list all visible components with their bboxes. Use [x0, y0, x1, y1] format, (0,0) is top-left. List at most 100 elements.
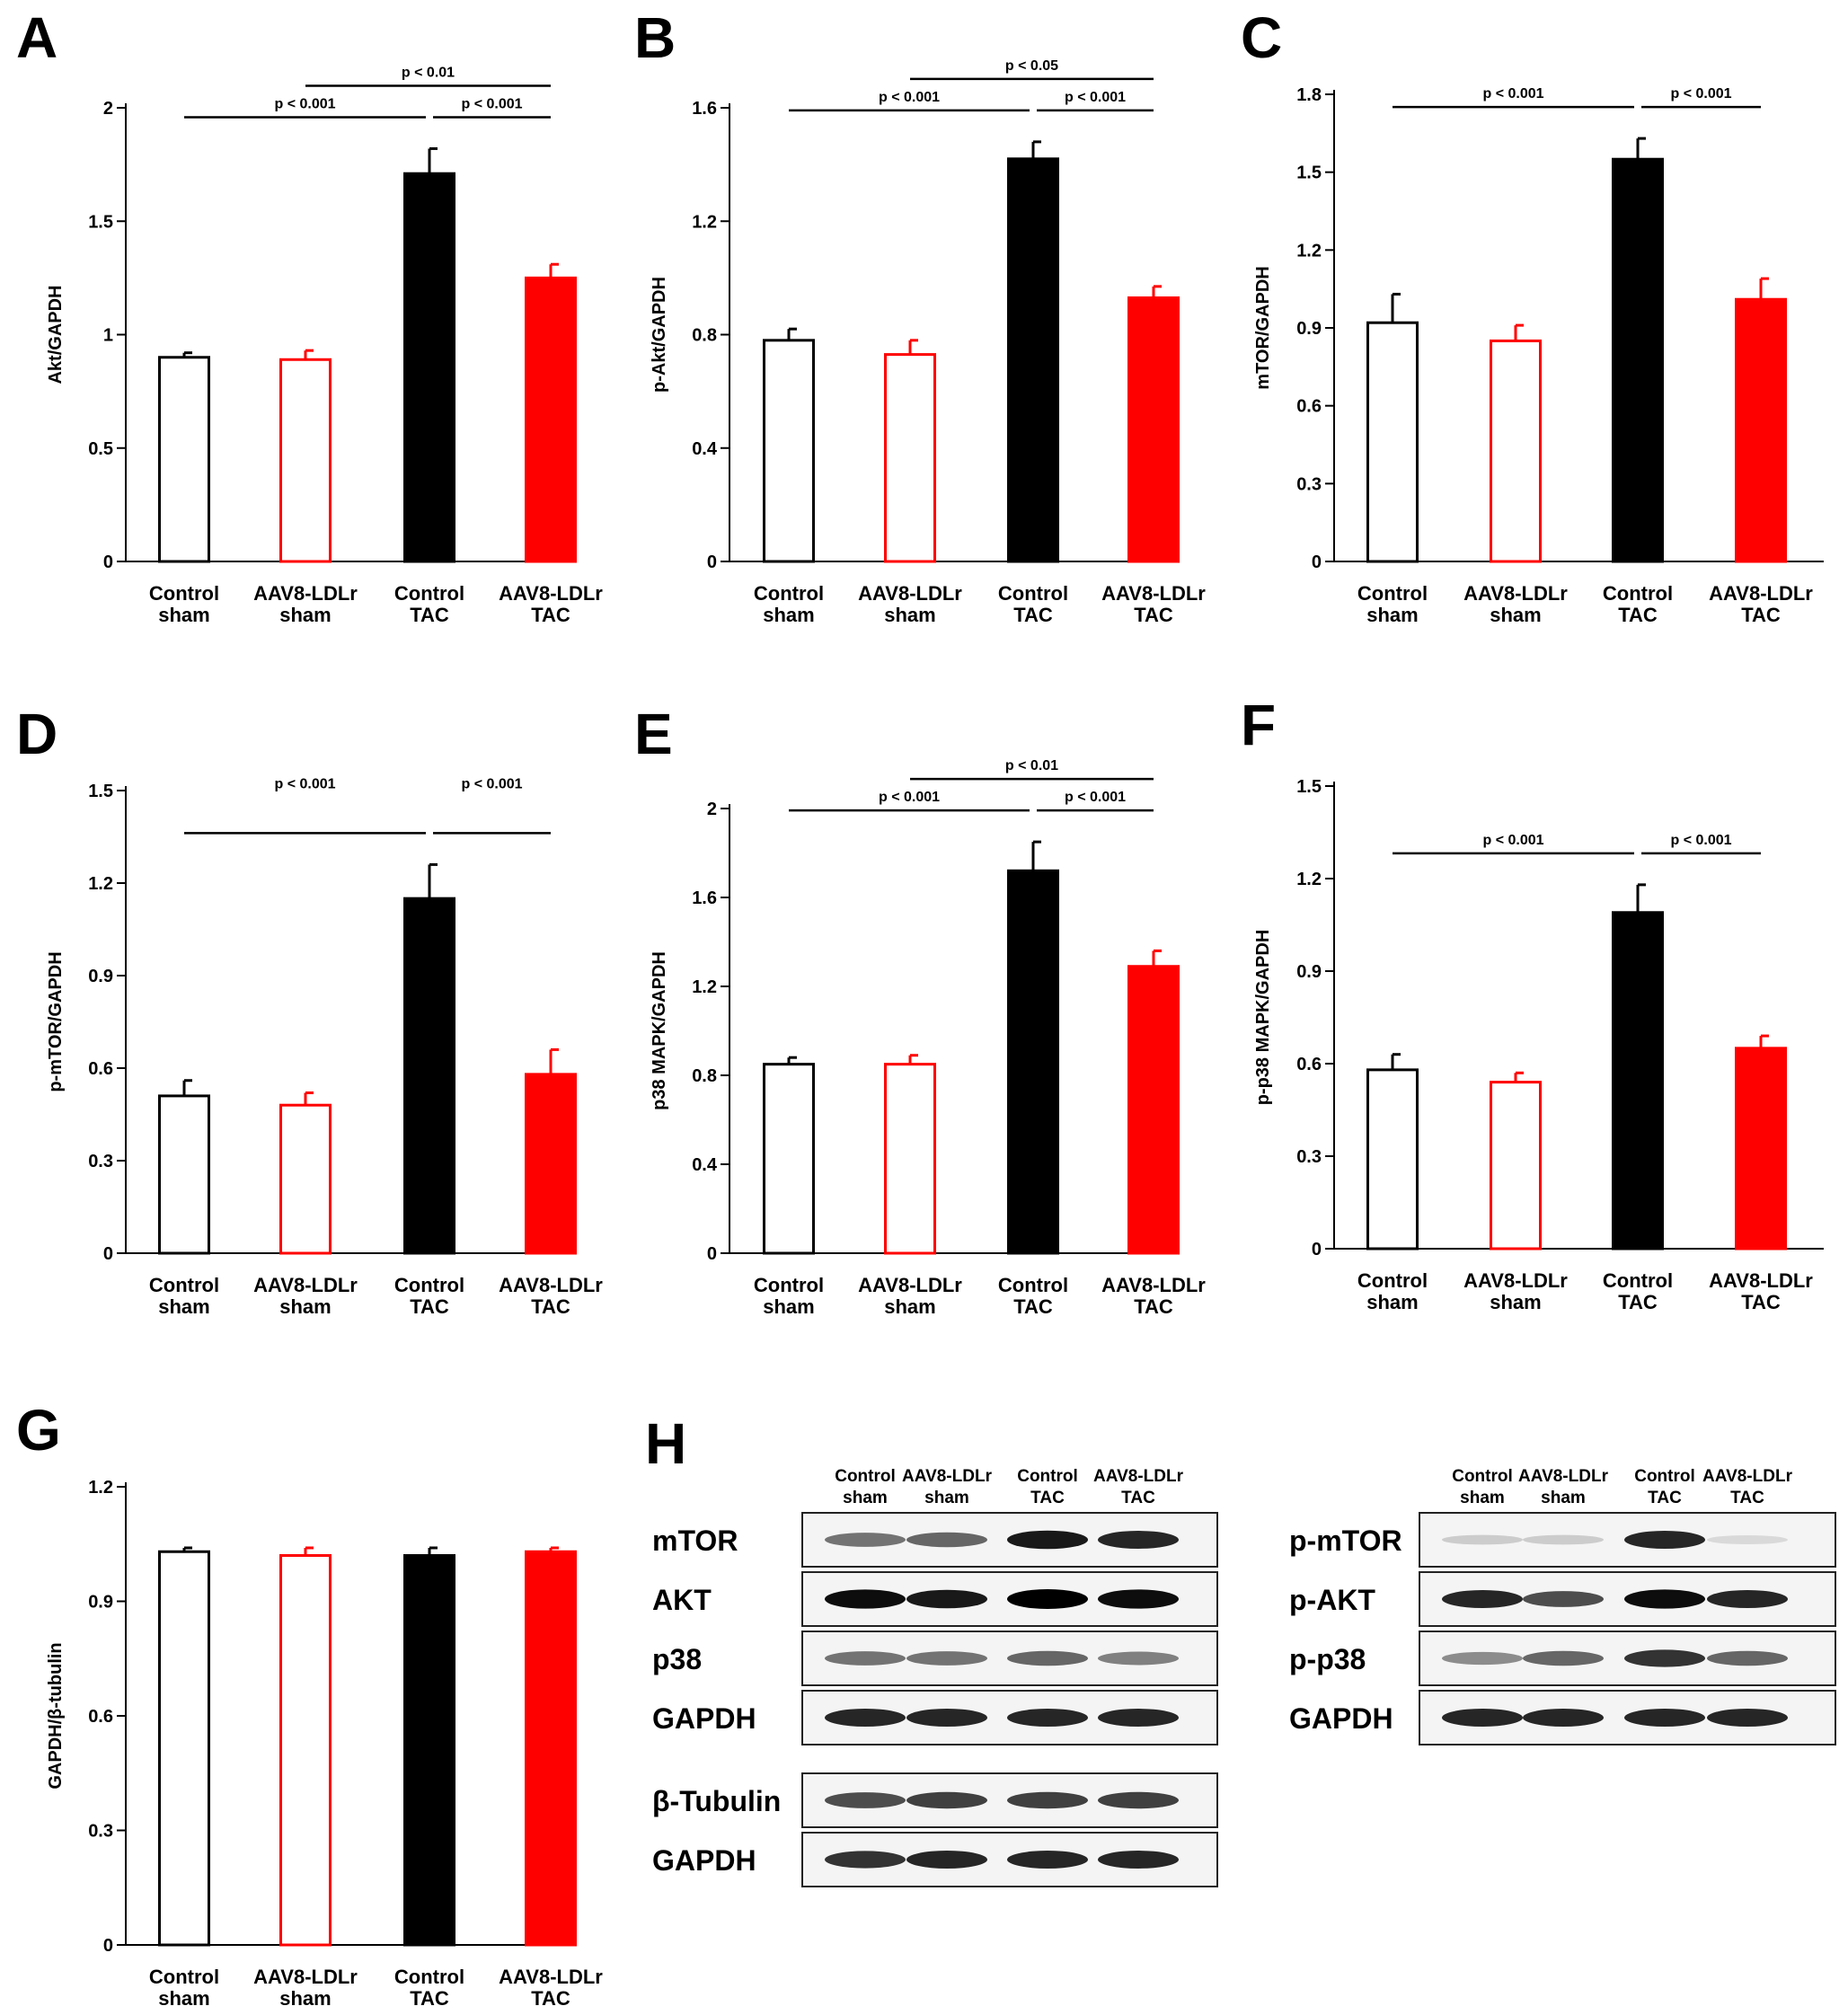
bar-f-2 — [1612, 911, 1664, 1251]
lane-label: Control — [835, 1467, 896, 1486]
panel-letter-b: B — [634, 5, 676, 70]
bar-a-1 — [279, 358, 332, 563]
category-label-a-2: TAC — [410, 604, 449, 626]
bar-e-1 — [884, 1063, 936, 1255]
chart-d: 00.30.60.91.21.5p-mTOR/GAPDHControlshamA… — [46, 776, 603, 1318]
blot-band — [1098, 1531, 1179, 1549]
blot-band — [906, 1709, 987, 1727]
blot-left-row-3: GAPDH — [652, 1690, 1218, 1745]
blot-right-row-0: p-mTOR — [1289, 1512, 1836, 1568]
blot-band — [906, 1851, 987, 1869]
y-tick-label-e: 1.2 — [692, 977, 717, 997]
y-tick-label-g: 0 — [103, 1936, 113, 1956]
blot-label: mTOR — [652, 1525, 738, 1557]
lane-label: TAC — [1121, 1489, 1155, 1507]
y-tick-label-d: 0.9 — [88, 967, 113, 986]
lane-label: Control — [1017, 1467, 1078, 1486]
blot-band — [906, 1532, 987, 1548]
category-label-e-0: sham — [763, 1295, 814, 1318]
bar-f-0 — [1366, 1068, 1419, 1251]
category-label-d-3: TAC — [531, 1295, 570, 1318]
category-label-a-1: AAV8-LDLr — [253, 582, 358, 605]
y-tick-label-d: 1.5 — [88, 782, 113, 801]
chart-g: 00.30.60.91.2GAPDH/β-tubulinControlshamA… — [46, 1478, 603, 2010]
blot-band — [1007, 1589, 1088, 1609]
y-tick-label-a: 1 — [103, 326, 113, 346]
significance-label-d-1: p < 0.001 — [461, 776, 522, 791]
blot-band — [1523, 1709, 1604, 1727]
y-tick-label-g: 0.9 — [88, 1593, 113, 1613]
blot-label: p38 — [652, 1643, 702, 1675]
chart-c: 00.30.60.91.21.51.8mTOR/GAPDHControlsham… — [1253, 85, 1824, 626]
y-tick-label-e: 0.8 — [692, 1066, 717, 1086]
bar-e-2 — [1007, 869, 1059, 1255]
lane-label: AAV8-LDLr — [1518, 1467, 1609, 1486]
blot-label: β-Tubulin — [652, 1785, 781, 1817]
significance-label-e-1: p < 0.001 — [1065, 790, 1126, 805]
category-label-c-2: Control — [1603, 582, 1673, 605]
blot-label: p-p38 — [1289, 1643, 1366, 1675]
category-label-a-3: TAC — [531, 604, 570, 626]
category-label-e-1: AAV8-LDLr — [858, 1274, 962, 1296]
category-label-a-3: AAV8-LDLr — [499, 582, 603, 605]
y-tick-label-c: 0.6 — [1296, 397, 1322, 417]
category-label-g-2: Control — [394, 1966, 464, 1988]
category-label-f-3: AAV8-LDLr — [1709, 1269, 1813, 1292]
bar-b-1 — [884, 353, 936, 563]
lane-label: sham — [1541, 1489, 1586, 1507]
lane-label: sham — [843, 1489, 888, 1507]
blot-left-row-2: p38 — [652, 1631, 1218, 1686]
blot-right-row-2: p-p38 — [1289, 1631, 1836, 1686]
blot-band — [1523, 1650, 1604, 1666]
blot-left-extra-row-0: β-Tubulin — [652, 1772, 1218, 1828]
lane-label: AAV8-LDLr — [1702, 1467, 1793, 1486]
panel-letter-a: A — [16, 5, 58, 70]
blot-label: GAPDH — [652, 1702, 756, 1735]
blot-band — [1098, 1589, 1179, 1609]
category-label-g-0: Control — [149, 1966, 219, 1988]
category-label-g-3: TAC — [531, 1987, 570, 2010]
blot-left-extra-row-1: GAPDH — [652, 1832, 1218, 1887]
blot-band — [825, 1589, 906, 1609]
y-tick-label-f: 0 — [1312, 1240, 1322, 1259]
category-label-a-0: Control — [149, 582, 219, 605]
category-label-b-3: TAC — [1134, 604, 1173, 626]
panel-letter-g: G — [16, 1398, 61, 1463]
blot-band — [1007, 1791, 1088, 1809]
category-label-b-0: sham — [763, 604, 814, 626]
category-label-d-2: Control — [394, 1274, 464, 1296]
category-label-g-0: sham — [158, 1987, 209, 2010]
category-label-c-0: Control — [1357, 582, 1428, 605]
y-tick-label-a: 1.5 — [88, 212, 113, 232]
y-tick-label-b: 1.6 — [692, 99, 717, 119]
panel-letter-h: H — [645, 1411, 687, 1476]
panel-letter-f: F — [1241, 693, 1277, 757]
blot-label: GAPDH — [652, 1844, 756, 1877]
blot-band — [1442, 1709, 1523, 1727]
category-label-e-0: Control — [754, 1274, 824, 1296]
category-label-d-3: AAV8-LDLr — [499, 1274, 603, 1296]
blot-label: p-mTOR — [1289, 1525, 1402, 1557]
y-tick-label-c: 0 — [1312, 552, 1322, 572]
blot-band — [906, 1791, 987, 1809]
y-tick-label-b: 0.8 — [692, 326, 717, 346]
blot-right-row-1: p-AKT — [1289, 1571, 1836, 1627]
blot-band — [1442, 1590, 1523, 1608]
category-label-b-3: AAV8-LDLr — [1101, 582, 1206, 605]
significance-label-b-1: p < 0.001 — [1065, 90, 1126, 105]
blot-band — [1098, 1709, 1179, 1727]
bar-e-0 — [763, 1063, 815, 1255]
category-label-b-2: Control — [998, 582, 1068, 605]
lane-label: TAC — [1648, 1489, 1682, 1507]
category-label-c-0: sham — [1366, 604, 1418, 626]
bar-g-1 — [279, 1554, 332, 1947]
lane-label: AAV8-LDLr — [1093, 1467, 1184, 1486]
significance-label-b-0: p < 0.001 — [879, 90, 940, 105]
y-axis-label-f: p-p38 MAPK/GAPDH — [1253, 930, 1273, 1106]
y-axis-label-b: p-Akt/GAPDH — [650, 277, 669, 393]
significance-label-b-2: p < 0.05 — [1005, 58, 1058, 74]
blot-label: p-AKT — [1289, 1584, 1375, 1616]
category-label-g-3: AAV8-LDLr — [499, 1966, 603, 1988]
